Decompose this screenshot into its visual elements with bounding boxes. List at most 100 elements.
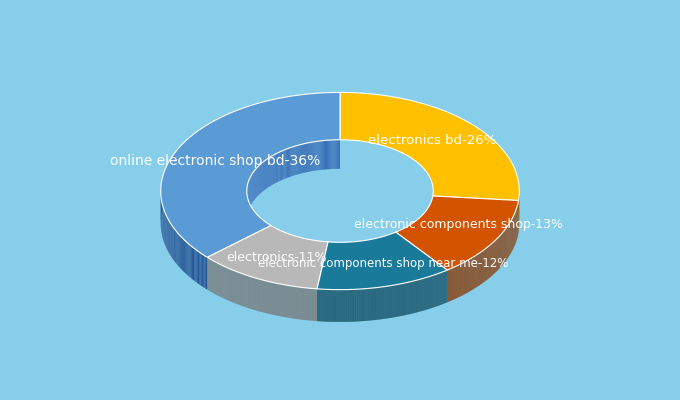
- Polygon shape: [258, 103, 260, 136]
- Polygon shape: [203, 126, 204, 160]
- Polygon shape: [268, 224, 269, 253]
- Polygon shape: [357, 289, 358, 322]
- Polygon shape: [338, 140, 339, 169]
- Polygon shape: [332, 92, 334, 125]
- Polygon shape: [202, 254, 203, 287]
- Polygon shape: [374, 288, 375, 320]
- Polygon shape: [318, 141, 320, 170]
- Polygon shape: [315, 93, 317, 126]
- Polygon shape: [173, 228, 174, 261]
- Polygon shape: [296, 146, 297, 175]
- Polygon shape: [189, 136, 190, 170]
- Polygon shape: [247, 106, 249, 139]
- Polygon shape: [420, 103, 421, 135]
- Polygon shape: [415, 102, 417, 134]
- Polygon shape: [454, 115, 455, 148]
- Polygon shape: [269, 157, 270, 186]
- Polygon shape: [480, 130, 481, 162]
- Polygon shape: [262, 102, 264, 135]
- Polygon shape: [296, 95, 299, 128]
- Polygon shape: [322, 289, 323, 322]
- Polygon shape: [294, 95, 296, 128]
- Polygon shape: [268, 158, 269, 188]
- Polygon shape: [181, 144, 182, 178]
- Polygon shape: [321, 289, 322, 322]
- Polygon shape: [290, 148, 291, 177]
- Polygon shape: [471, 124, 472, 157]
- Polygon shape: [216, 119, 218, 152]
- Polygon shape: [237, 110, 238, 143]
- Polygon shape: [336, 92, 338, 125]
- Polygon shape: [182, 144, 183, 177]
- Polygon shape: [219, 118, 220, 151]
- Polygon shape: [328, 290, 329, 322]
- Text: electronics bd-26%: electronics bd-26%: [368, 134, 496, 147]
- Polygon shape: [343, 290, 344, 322]
- Polygon shape: [349, 92, 350, 125]
- Polygon shape: [291, 96, 292, 128]
- Polygon shape: [230, 112, 232, 146]
- Polygon shape: [177, 148, 178, 182]
- Polygon shape: [285, 97, 287, 130]
- Polygon shape: [336, 290, 337, 322]
- Polygon shape: [396, 196, 518, 270]
- Polygon shape: [305, 94, 307, 127]
- Polygon shape: [336, 140, 337, 169]
- Polygon shape: [320, 141, 321, 170]
- Polygon shape: [361, 93, 362, 126]
- Polygon shape: [299, 95, 301, 127]
- Polygon shape: [235, 110, 237, 144]
- Polygon shape: [327, 290, 328, 322]
- Polygon shape: [340, 92, 341, 125]
- Polygon shape: [333, 140, 335, 169]
- Polygon shape: [329, 290, 330, 322]
- Polygon shape: [445, 111, 447, 144]
- Polygon shape: [358, 93, 360, 125]
- Polygon shape: [267, 158, 268, 188]
- Polygon shape: [271, 100, 273, 132]
- Polygon shape: [418, 102, 420, 135]
- Polygon shape: [394, 97, 396, 130]
- Polygon shape: [496, 142, 497, 176]
- Polygon shape: [307, 143, 308, 172]
- Polygon shape: [319, 93, 322, 125]
- Polygon shape: [350, 290, 351, 322]
- Polygon shape: [476, 127, 477, 160]
- Polygon shape: [190, 136, 192, 169]
- Polygon shape: [194, 248, 195, 282]
- Polygon shape: [185, 140, 186, 174]
- Polygon shape: [413, 101, 414, 134]
- Polygon shape: [267, 223, 268, 253]
- Polygon shape: [381, 95, 383, 128]
- Polygon shape: [287, 96, 289, 129]
- Polygon shape: [313, 93, 315, 126]
- Polygon shape: [309, 142, 310, 172]
- Polygon shape: [442, 110, 443, 142]
- Polygon shape: [355, 289, 356, 322]
- Polygon shape: [319, 289, 320, 321]
- Polygon shape: [472, 124, 473, 157]
- Polygon shape: [233, 111, 235, 144]
- Polygon shape: [274, 154, 275, 184]
- Polygon shape: [430, 106, 432, 138]
- Polygon shape: [486, 134, 487, 167]
- Polygon shape: [352, 93, 354, 125]
- Polygon shape: [452, 114, 454, 147]
- Polygon shape: [356, 289, 357, 322]
- Polygon shape: [347, 290, 348, 322]
- Polygon shape: [411, 101, 413, 133]
- Polygon shape: [243, 107, 245, 140]
- Polygon shape: [346, 92, 347, 125]
- Polygon shape: [171, 224, 172, 258]
- Polygon shape: [317, 232, 447, 290]
- Polygon shape: [393, 97, 394, 129]
- Polygon shape: [305, 143, 306, 172]
- Polygon shape: [362, 289, 363, 321]
- Polygon shape: [327, 140, 328, 169]
- Polygon shape: [310, 142, 311, 172]
- Polygon shape: [273, 155, 274, 184]
- Polygon shape: [269, 225, 270, 254]
- Polygon shape: [204, 126, 205, 159]
- Polygon shape: [364, 289, 365, 321]
- Polygon shape: [207, 226, 328, 289]
